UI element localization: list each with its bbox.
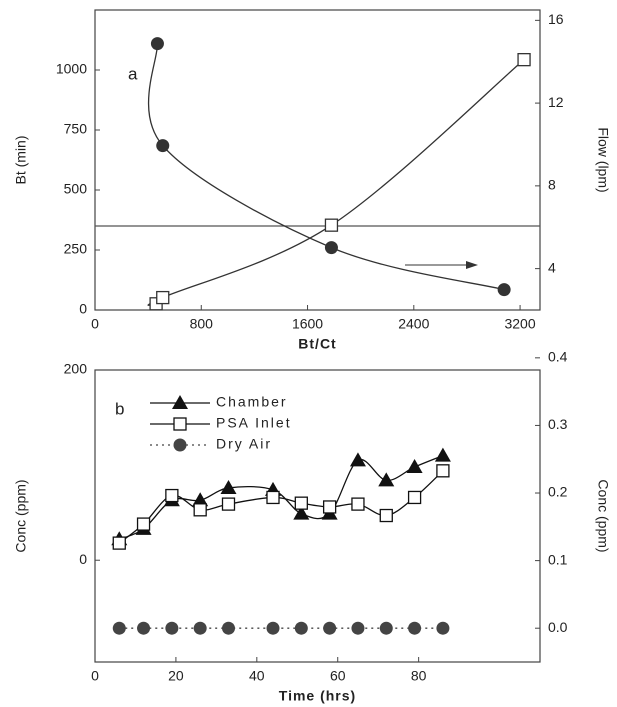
plot-frame	[94, 9, 541, 311]
data-point	[150, 37, 164, 51]
y2-axis-label: Flow (lpm)	[595, 127, 611, 192]
data-point	[112, 621, 126, 635]
y-tick-label: 250	[64, 241, 88, 257]
data-point	[294, 496, 308, 510]
data-point	[406, 459, 423, 474]
x-tick-label: 3200	[504, 316, 535, 332]
y-tick-label: 750	[64, 121, 88, 137]
data-point	[434, 447, 451, 462]
plot-frame	[94, 369, 541, 663]
y-tick-label: 200	[64, 361, 88, 377]
data-point	[136, 517, 151, 531]
data-point	[351, 497, 365, 511]
data-point	[137, 621, 151, 635]
data-point	[349, 452, 366, 467]
y2-tick-label: 0.2	[548, 484, 568, 500]
data-point	[193, 621, 207, 635]
data-point	[220, 479, 237, 494]
y2-tick-label: 16	[548, 11, 564, 27]
data-point	[436, 464, 450, 478]
data-point	[378, 472, 395, 487]
data-point	[156, 290, 170, 305]
legend-marker	[173, 417, 187, 431]
data-point	[221, 497, 236, 511]
data-point	[517, 53, 531, 67]
data-point	[293, 505, 310, 520]
y-axis-label: Conc (ppm)	[13, 479, 29, 552]
data-point	[407, 490, 422, 505]
y2-tick-label: 0.0	[548, 619, 568, 635]
data-point	[165, 621, 179, 635]
y2-tick-label: 0.1	[548, 551, 568, 567]
y-tick-label: 0	[79, 551, 87, 567]
x-tick-label: 20	[168, 668, 184, 684]
data-point	[165, 488, 179, 503]
data-point	[192, 492, 209, 507]
legend-label: Dry Air	[216, 436, 272, 452]
legend-label: PSA Inlet	[216, 415, 292, 431]
series-line	[147, 43, 505, 291]
data-point	[222, 621, 235, 635]
y2-tick-label: 0.3	[548, 416, 568, 432]
data-point	[324, 218, 339, 232]
x-tick-label: 80	[411, 668, 427, 684]
y-tick-label: 1000	[56, 61, 87, 77]
data-point	[351, 621, 365, 635]
series-line	[118, 470, 444, 544]
data-point	[497, 283, 511, 297]
x-tick-label: 0	[91, 316, 99, 332]
data-point	[266, 621, 280, 635]
x-tick-label: 800	[190, 316, 214, 332]
x-axis-label: Time (hrs)	[279, 688, 356, 704]
data-point	[379, 508, 393, 523]
data-point	[193, 503, 207, 517]
x-tick-label: 1600	[292, 316, 323, 332]
data-point	[436, 621, 450, 635]
x-tick-label: 40	[249, 668, 265, 684]
data-point	[294, 621, 308, 635]
x-tick-label: 60	[330, 668, 346, 684]
legend-label: Chamber	[216, 394, 288, 410]
y-tick-label: 0	[79, 301, 87, 317]
arrow-head	[466, 261, 478, 269]
panel-label: a	[128, 64, 138, 83]
data-point	[266, 490, 280, 505]
data-point	[323, 621, 337, 635]
data-point	[324, 241, 338, 255]
data-point	[379, 621, 393, 635]
data-point	[322, 500, 337, 514]
data-point	[156, 139, 170, 153]
y-tick-label: 500	[64, 181, 88, 197]
x-axis-label: Bt/Ct	[298, 336, 336, 352]
y2-axis-label: Conc (ppm)	[595, 479, 611, 552]
y2-tick-label: 4	[548, 259, 556, 275]
y2-tick-label: 12	[548, 94, 564, 110]
panel-label: b	[115, 399, 124, 418]
y2-tick-label: 0.4	[548, 349, 568, 365]
data-point	[408, 621, 422, 635]
legend-marker	[172, 395, 188, 409]
data-point	[112, 536, 126, 550]
legend-marker	[173, 438, 187, 452]
y-axis-label: Bt (min)	[13, 136, 29, 185]
x-tick-label: 0	[91, 668, 99, 684]
y2-tick-label: 8	[548, 177, 556, 193]
x-tick-label: 2400	[398, 316, 429, 332]
